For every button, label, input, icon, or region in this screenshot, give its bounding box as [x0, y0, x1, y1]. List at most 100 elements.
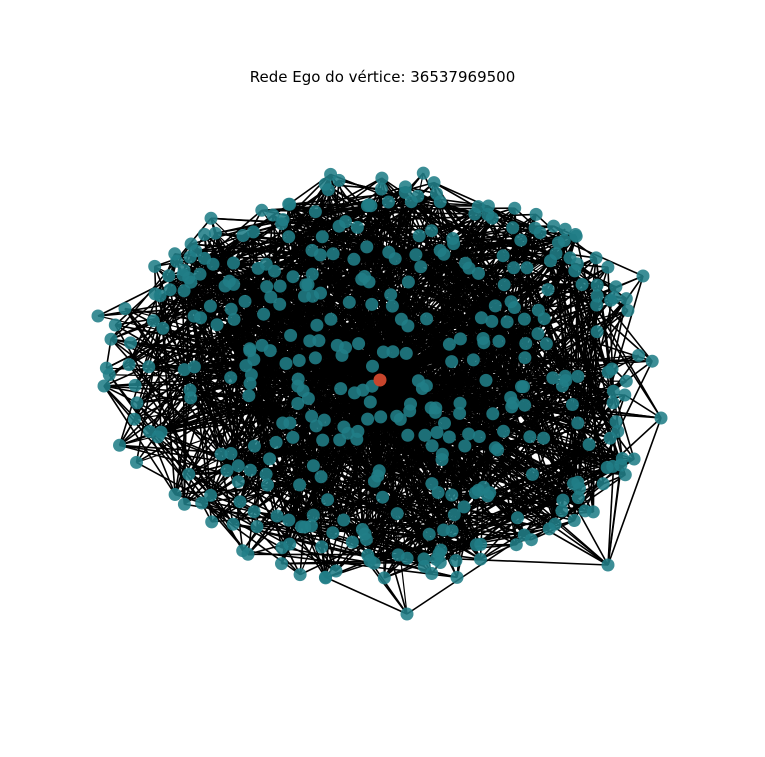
ego-edge: [379, 360, 653, 381]
ego-edge: [379, 379, 442, 551]
network-node: [193, 267, 207, 281]
network-node: [208, 226, 222, 240]
network-node: [148, 259, 162, 273]
network-node: [292, 354, 306, 367]
network-node: [227, 312, 241, 326]
network-node: [590, 289, 604, 303]
network-node: [384, 288, 398, 302]
network-node: [400, 551, 414, 565]
network-node: [168, 488, 182, 501]
network-node: [332, 219, 346, 233]
network-node: [130, 455, 143, 469]
network-node: [233, 495, 247, 509]
network-node: [520, 261, 534, 275]
ego-edge: [379, 379, 477, 546]
network-node: [605, 362, 619, 376]
network-node: [537, 312, 551, 326]
network-node: [517, 380, 530, 394]
network-node: [582, 438, 596, 451]
network-node: [453, 396, 467, 410]
network-node: [418, 428, 432, 442]
network-node: [472, 266, 485, 280]
network-node: [621, 304, 635, 317]
network-node: [565, 398, 579, 411]
network-node: [447, 508, 461, 522]
network-node: [264, 290, 278, 304]
network-node: [546, 371, 560, 385]
network-node: [332, 173, 346, 187]
network-node: [360, 240, 374, 254]
ego-edge: [248, 379, 381, 397]
network-node: [275, 541, 289, 555]
network-node: [437, 523, 451, 537]
network-node: [326, 526, 340, 540]
network-node: [335, 348, 349, 362]
ego-edge: [379, 357, 525, 381]
edge: [210, 217, 340, 228]
network-node: [305, 267, 319, 281]
network-node: [474, 552, 487, 566]
network-node: [198, 251, 211, 265]
network-node: [333, 433, 347, 447]
network-node: [433, 244, 447, 257]
network-node: [596, 477, 610, 491]
network-node: [247, 353, 261, 366]
edge: [242, 549, 458, 579]
network-node: [205, 515, 219, 529]
ego-edge: [319, 254, 381, 381]
edge: [572, 401, 614, 406]
network-node: [533, 226, 547, 240]
network-node: [283, 416, 297, 430]
network-node: [425, 439, 439, 453]
network-node: [376, 490, 390, 504]
network-node: [251, 261, 265, 275]
network-node: [242, 389, 256, 403]
network-node: [226, 517, 240, 531]
network-node: [282, 197, 296, 211]
network-node: [330, 338, 344, 352]
network-node: [362, 275, 376, 289]
network-node: [537, 431, 551, 445]
network-node: [195, 496, 209, 510]
network-node: [321, 493, 335, 507]
network-node: [571, 369, 585, 383]
network-node: [151, 430, 165, 444]
network-node: [508, 201, 522, 215]
network-node: [306, 459, 320, 473]
network-node: [224, 371, 238, 385]
network-node: [438, 416, 451, 430]
network-node: [127, 412, 141, 426]
network-node: [414, 260, 428, 274]
network-node: [416, 166, 430, 180]
network-node: [462, 427, 476, 441]
ego-edge: [379, 379, 566, 382]
network-node: [299, 278, 313, 292]
network-node: [255, 203, 269, 217]
edge: [281, 561, 441, 565]
ego-edge: [365, 379, 381, 540]
network-node: [654, 411, 668, 425]
network-node: [247, 439, 261, 453]
network-node: [308, 205, 322, 219]
network-node: [377, 571, 391, 585]
network-node: [352, 337, 366, 351]
network-node: [337, 513, 351, 527]
network-node: [163, 283, 177, 297]
edge: [103, 385, 249, 555]
network-node: [142, 360, 156, 374]
edge: [288, 516, 518, 521]
edge: [453, 267, 515, 515]
network-node: [224, 302, 238, 316]
network-node: [146, 314, 160, 328]
ego-edge: [379, 333, 539, 381]
network-node: [632, 348, 646, 362]
network-node: [506, 396, 520, 410]
network-node: [544, 254, 557, 268]
edge: [474, 380, 627, 494]
ego-edge: [256, 379, 381, 527]
edge: [503, 430, 604, 485]
ego-edge: [379, 379, 433, 574]
network-node: [227, 256, 240, 270]
edge: [543, 318, 567, 381]
